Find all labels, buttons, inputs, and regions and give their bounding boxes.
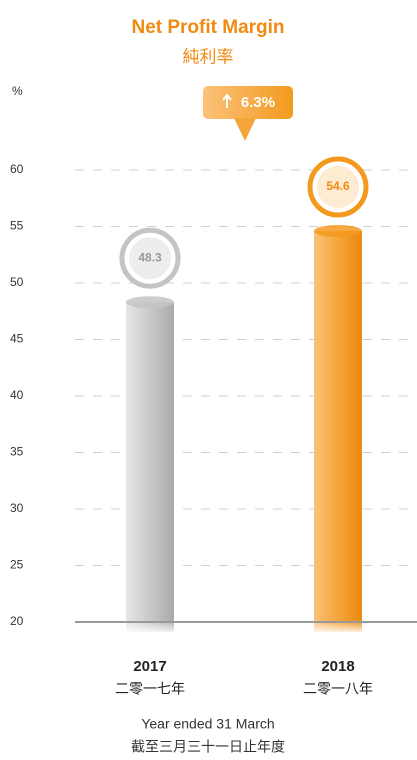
y-tick-label: 40 bbox=[10, 388, 24, 402]
x-tick-label: 2018 bbox=[321, 658, 354, 675]
bar-top bbox=[126, 296, 174, 309]
data-label: 48.3 bbox=[138, 250, 162, 264]
y-tick-label: 20 bbox=[10, 614, 24, 628]
y-tick-label: 35 bbox=[10, 445, 24, 459]
x-tick-label: 2017 bbox=[133, 658, 166, 675]
x-tick-label-zh: 二零一八年 bbox=[303, 681, 373, 697]
y-tick-label: 25 bbox=[10, 558, 24, 572]
y-tick-label: 30 bbox=[10, 501, 24, 515]
x-axis-label: Year ended 31 March bbox=[141, 716, 274, 732]
y-tick-label: 45 bbox=[10, 332, 24, 346]
callout-text: 6.3% bbox=[241, 94, 275, 111]
y-tick-label: 55 bbox=[10, 219, 24, 233]
value-inner bbox=[129, 237, 171, 280]
callout-pointer bbox=[234, 118, 256, 141]
up-arrow bbox=[222, 93, 232, 108]
y-tick-label: 60 bbox=[10, 162, 24, 176]
callout: 6.3% bbox=[203, 86, 293, 141]
chart-subtitle: 純利率 bbox=[183, 47, 234, 66]
chart-title: Net Profit Margin bbox=[131, 17, 284, 38]
callout-box bbox=[203, 86, 293, 119]
bar-top bbox=[314, 225, 362, 238]
data-label: 54.6 bbox=[326, 179, 350, 193]
x-tick-label-zh: 二零一七年 bbox=[115, 681, 185, 697]
bar-fade bbox=[314, 620, 362, 634]
y-tick-label: 50 bbox=[10, 275, 24, 289]
bar bbox=[314, 231, 362, 632]
bar bbox=[126, 302, 174, 632]
value-inner bbox=[317, 166, 359, 209]
y-unit: % bbox=[12, 84, 23, 98]
bar-fade bbox=[126, 620, 174, 634]
x-axis-label-zh: 截至三月三十一日止年度 bbox=[131, 739, 285, 755]
